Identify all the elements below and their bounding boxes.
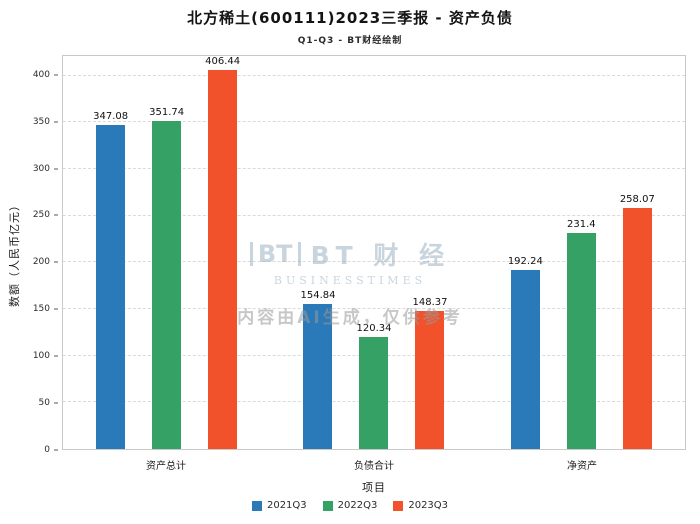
y-tick-mark xyxy=(54,449,58,451)
bar-group-资产总计: 347.08 351.74 406.44 xyxy=(63,56,270,449)
y-tick-mark xyxy=(54,168,58,170)
x-tick-label: 净资产 xyxy=(567,461,597,472)
legend-item-2022Q3: 2022Q3 xyxy=(322,500,378,511)
gridline xyxy=(63,307,685,309)
legend-label: 2023Q3 xyxy=(408,500,449,511)
bar-group-负债合计: 154.84 120.34 148.37 xyxy=(270,56,477,449)
legend-item-2021Q3: 2021Q3 xyxy=(251,500,307,511)
chart-title: 北方稀土(600111)2023三季报 - 资产负债 xyxy=(187,9,513,27)
bar-value-label: 347.08 xyxy=(93,111,129,123)
bar-groups: 347.08 351.74 406.44 154.84 120.34 148.37 192.… xyxy=(63,56,685,449)
bar-group-净资产: 192.24 231.4 258.07 xyxy=(478,56,685,449)
legend-swatch xyxy=(251,500,262,511)
y-tick-label: 200 xyxy=(32,257,50,268)
y-tick-label: 0 xyxy=(44,445,50,455)
y-tick-mark xyxy=(54,261,58,263)
y-tick-label: 300 xyxy=(32,163,50,174)
bar-value-label: 154.84 xyxy=(300,290,336,302)
gridline xyxy=(63,74,685,76)
gridline xyxy=(63,121,685,123)
y-tick-label: 100 xyxy=(32,351,50,362)
y-tick-mark xyxy=(54,402,58,404)
y-tick-label: 400 xyxy=(32,69,50,80)
bar-2021Q3-净资产: 192.24 xyxy=(508,256,543,449)
y-tick-mark xyxy=(54,214,58,216)
legend-item-2023Q3: 2023Q3 xyxy=(393,500,448,511)
plot-area: 347.08 351.74 406.44 154.84 120.34 148.37 192.… xyxy=(62,55,686,450)
bar-rect xyxy=(208,69,238,449)
bar-value-label: 406.44 xyxy=(205,55,241,67)
y-tick-mark xyxy=(54,74,58,76)
x-tick-label: 资产总计 xyxy=(146,461,186,472)
bar-value-label: 231.4 xyxy=(566,219,596,230)
gridline xyxy=(63,214,685,216)
bar-rect xyxy=(359,336,389,449)
bar-value-label: 192.24 xyxy=(507,255,543,267)
bar-rect xyxy=(510,269,540,449)
bar-rect xyxy=(96,125,126,449)
legend-swatch xyxy=(322,500,333,511)
bar-2021Q3-负债合计: 154.84 xyxy=(300,290,335,449)
bar-rect xyxy=(622,208,652,449)
legend: 2021Q3 2022Q3 2023Q3 xyxy=(0,500,700,511)
chart-subtitle: Q1-Q3 - BT财经绘制 xyxy=(297,36,403,46)
bar-2023Q3-净资产: 258.07 xyxy=(620,194,655,449)
bar-value-label: 148.37 xyxy=(412,296,448,308)
x-axis-ticks: 资产总计 负债合计 净资产 xyxy=(62,457,686,472)
legend-swatch xyxy=(393,500,404,511)
y-axis-ticks: 0 50 100 150 200 250 300 350 400 xyxy=(0,55,58,455)
gridline xyxy=(63,167,685,169)
x-axis-label: 项目 xyxy=(362,481,386,494)
bar-2023Q3-资产总计: 406.44 xyxy=(205,56,240,449)
y-tick-label: 150 xyxy=(32,304,50,315)
y-tick-label: 50 xyxy=(38,398,50,409)
bar-2023Q3-负债合计: 148.37 xyxy=(412,297,447,449)
bar-rect xyxy=(566,233,596,449)
y-tick-mark xyxy=(54,121,58,123)
bar-value-label: 351.74 xyxy=(149,106,185,118)
bar-rect xyxy=(303,304,333,449)
bar-2022Q3-负债合计: 120.34 xyxy=(356,323,391,449)
x-tick-label: 负债合计 xyxy=(354,461,394,472)
bar-2022Q3-净资产: 231.4 xyxy=(566,219,596,449)
legend-label: 2022Q3 xyxy=(337,500,378,511)
y-tick-label: 250 xyxy=(32,210,50,221)
y-tick-mark xyxy=(54,308,58,310)
bar-rect xyxy=(415,310,445,449)
bar-value-label: 258.07 xyxy=(619,194,655,206)
y-tick-label: 350 xyxy=(32,116,50,127)
bar-2022Q3-资产总计: 351.74 xyxy=(149,107,184,449)
bar-value-label: 120.34 xyxy=(356,322,392,334)
gridline xyxy=(63,261,685,263)
legend-label: 2021Q3 xyxy=(266,500,307,511)
y-tick-mark xyxy=(54,355,58,357)
bar-2021Q3-资产总计: 347.08 xyxy=(93,111,128,449)
bar-rect xyxy=(152,120,182,449)
